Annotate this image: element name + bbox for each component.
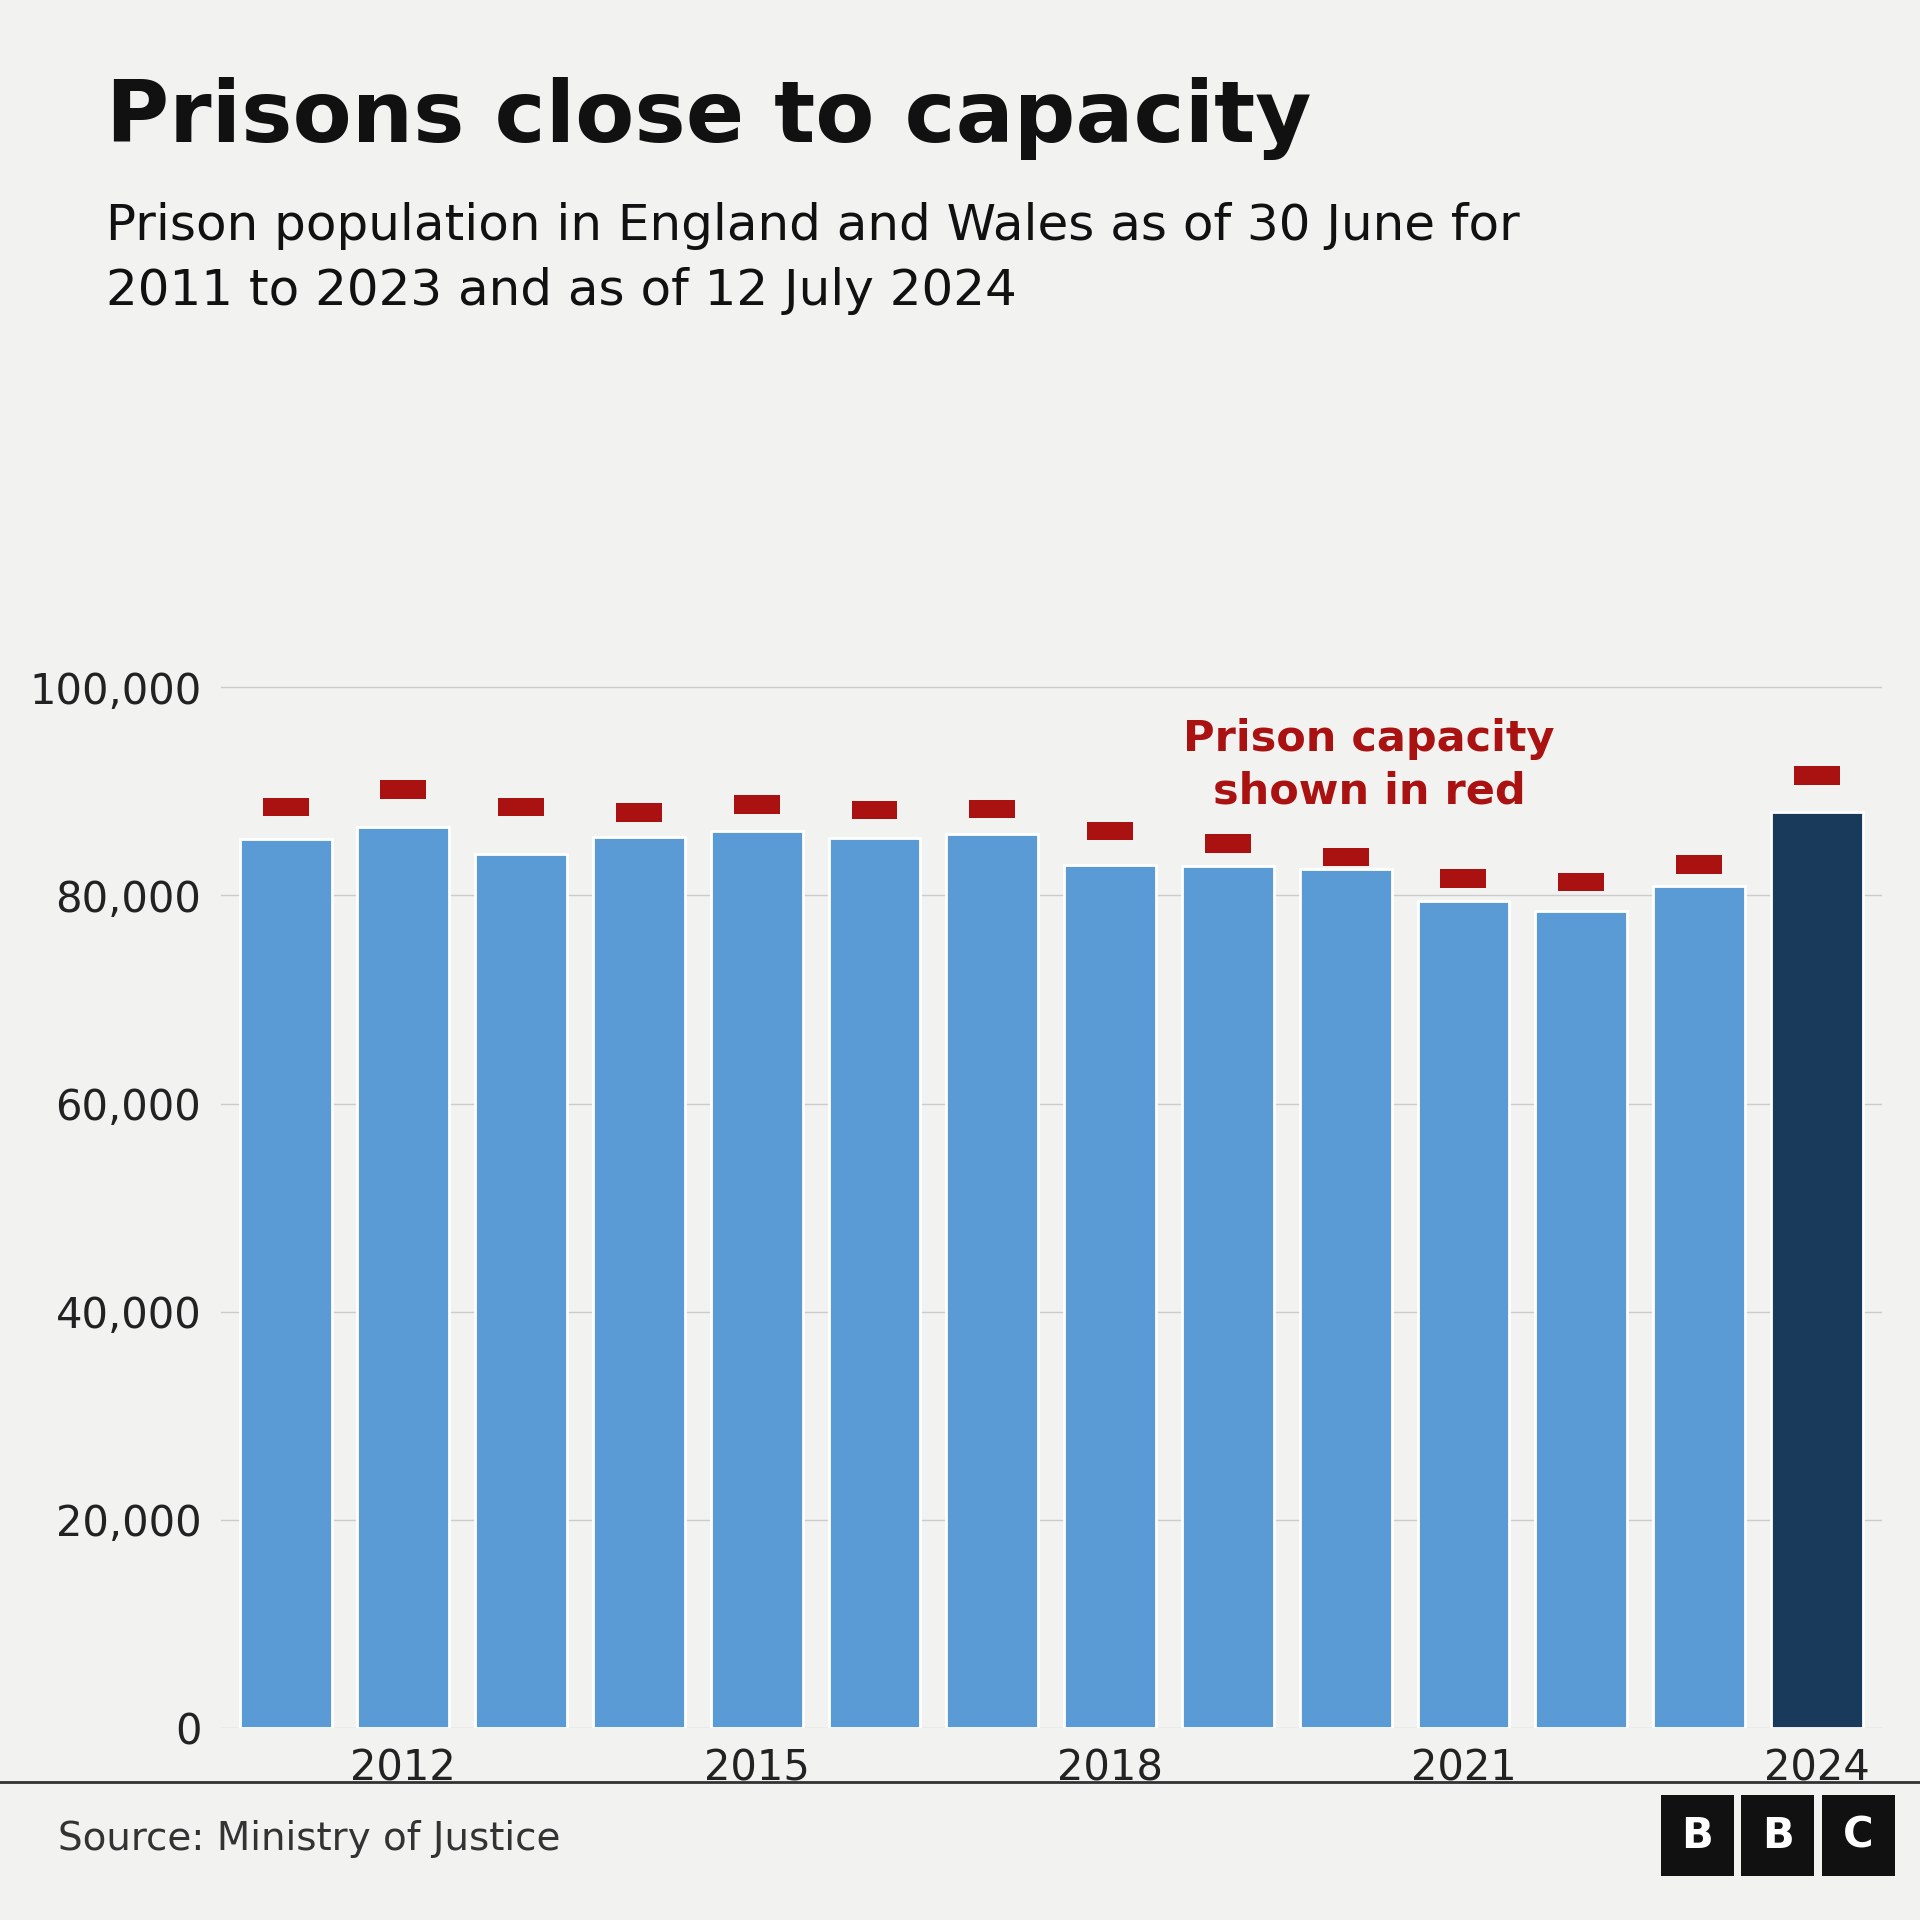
Bar — [1087, 822, 1133, 841]
Text: B: B — [1763, 1814, 1793, 1857]
Bar — [1323, 847, 1369, 866]
Text: Source: Ministry of Justice: Source: Ministry of Justice — [58, 1820, 561, 1859]
Bar — [1440, 870, 1486, 889]
Bar — [1676, 854, 1722, 874]
Bar — [263, 797, 309, 816]
Text: Prison population in England and Wales as of 30 June for
2011 to 2023 and as of : Prison population in England and Wales a… — [106, 202, 1519, 315]
Bar — [1653, 885, 1745, 1728]
Bar — [593, 837, 685, 1728]
Bar — [852, 801, 897, 820]
Bar — [733, 795, 780, 814]
Bar — [1183, 866, 1273, 1728]
Text: C: C — [1843, 1814, 1874, 1857]
Bar — [970, 799, 1016, 818]
Bar — [947, 833, 1039, 1728]
Bar — [616, 803, 662, 822]
Bar — [1793, 766, 1839, 785]
Bar — [1206, 833, 1250, 852]
Bar — [476, 854, 566, 1728]
Text: B: B — [1682, 1814, 1713, 1857]
Bar — [1417, 900, 1509, 1728]
Bar — [240, 839, 332, 1728]
Bar — [357, 828, 449, 1728]
Bar — [1064, 866, 1156, 1728]
Bar — [1536, 910, 1626, 1728]
Text: Prisons close to capacity: Prisons close to capacity — [106, 77, 1311, 159]
Bar — [380, 780, 426, 799]
Bar — [1770, 812, 1862, 1728]
Bar — [1559, 872, 1605, 891]
Text: Prison capacity
shown in red: Prison capacity shown in red — [1183, 718, 1555, 812]
Bar — [710, 831, 803, 1728]
Bar — [1300, 870, 1392, 1728]
Bar — [497, 797, 543, 816]
Bar — [829, 839, 920, 1728]
